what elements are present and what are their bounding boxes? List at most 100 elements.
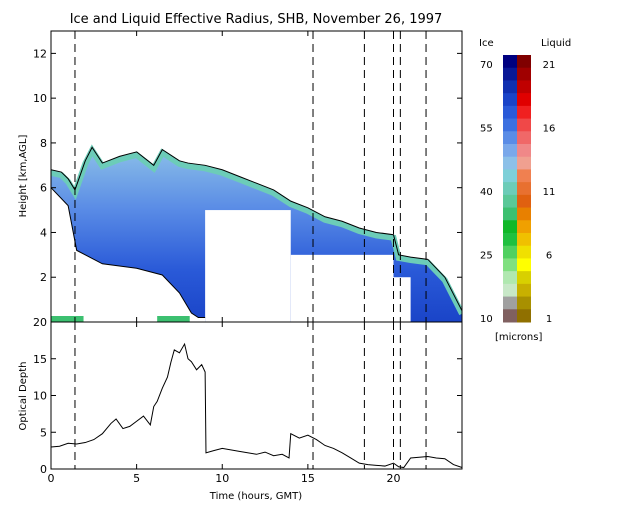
y-tick-label: 20 (33, 316, 47, 329)
bottom-panel-line: 0 5 10 15 20 0 5 10 15 20 Optical Depth Time (ho… (18, 316, 463, 502)
ice-swatch (503, 296, 517, 310)
bottom-dashed-lines (74, 322, 427, 469)
x-tick-label: 5 (133, 472, 140, 485)
ice-swatch (503, 233, 517, 247)
colorbar-ice-label: Ice (479, 38, 494, 49)
liquid-tick-label: 1 (546, 314, 552, 325)
colorbar-liquid-ticks: 21 16 11 6 1 (543, 60, 556, 325)
ice-swatch (503, 118, 517, 132)
liquid-swatch (517, 182, 531, 196)
y-tick-label: 2 (40, 271, 47, 284)
liquid-swatch (517, 144, 531, 158)
top-panel-heatmap: 2 4 6 8 10 12 Height [km,AGL] (18, 30, 463, 323)
top-y-axis-label: Height [km,AGL] (18, 135, 29, 218)
ice-tick-label: 10 (480, 314, 493, 325)
x-tick-label: 15 (301, 472, 315, 485)
ice-tick-label: 25 (480, 251, 493, 262)
ice-swatch (503, 156, 517, 170)
liquid-swatch (517, 93, 531, 107)
ice-swatch (503, 144, 517, 158)
colorbar-liquid-swatches (517, 55, 531, 323)
liquid-swatch (517, 169, 531, 183)
liquid-swatch (517, 207, 531, 221)
ice-tick-label: 40 (480, 187, 493, 198)
liquid-swatch (517, 80, 531, 94)
x-tick-label: 10 (215, 472, 229, 485)
cloud-top-outline (51, 146, 462, 312)
y-tick-label: 8 (40, 137, 47, 150)
y-tick-label: 10 (33, 390, 47, 403)
colorbar-ice-swatches (503, 55, 517, 323)
missing-data-region-2 (393, 277, 411, 322)
low-cloud-1 (157, 316, 190, 322)
ice-swatch (503, 207, 517, 221)
ice-swatch (503, 182, 517, 196)
liquid-swatch (517, 258, 531, 272)
liquid-swatch (517, 194, 531, 209)
ice-swatch (503, 169, 517, 183)
liquid-tick-label: 16 (543, 124, 556, 135)
cloud-base-outline (51, 187, 206, 319)
ice-swatch (503, 55, 517, 69)
y-tick-label: 10 (33, 92, 47, 105)
ice-swatch (503, 220, 517, 234)
liquid-swatch (517, 118, 531, 132)
ice-swatch (503, 245, 517, 259)
y-tick-label: 5 (40, 426, 47, 439)
ice-swatch (503, 67, 517, 81)
liquid-swatch (517, 309, 531, 323)
liquid-swatch (517, 283, 531, 298)
ice-swatch (503, 258, 517, 272)
liquid-swatch (517, 55, 531, 69)
ice-tick-label: 55 (480, 124, 493, 135)
liquid-swatch (517, 245, 531, 259)
bottom-y-axis-label: Optical Depth (18, 362, 29, 431)
optical-depth-line (50, 342, 463, 469)
top-y-ticks: 2 4 6 8 10 12 (33, 47, 462, 284)
ice-tick-label: 70 (480, 60, 493, 71)
x-tick-label: 0 (48, 472, 55, 485)
liquid-swatch (517, 220, 531, 234)
liquid-tick-label: 11 (543, 187, 556, 198)
ice-swatch (503, 105, 517, 120)
liquid-swatch (517, 105, 531, 120)
chart-title: Ice and Liquid Effective Radius, SHB, No… (70, 12, 443, 27)
liquid-swatch (517, 67, 531, 81)
liquid-swatch (517, 296, 531, 310)
liquid-tick-label: 21 (543, 60, 556, 71)
colorbar: Ice Liquid 70 55 40 25 10 21 16 11 6 1 [microns] (479, 38, 571, 343)
ice-swatch (503, 194, 517, 209)
top-dashed-lines (74, 31, 427, 322)
ice-swatch (503, 93, 517, 107)
liquid-swatch (517, 233, 531, 247)
liquid-swatch (517, 156, 531, 170)
colorbar-liquid-label: Liquid (541, 38, 571, 49)
liquid-tick-label: 6 (546, 251, 552, 262)
ice-swatch (503, 271, 517, 285)
x-axis-label: Time (hours, GMT) (209, 491, 303, 502)
liquid-swatch (517, 131, 531, 145)
y-tick-label: 15 (33, 353, 47, 366)
y-tick-label: 4 (40, 226, 47, 239)
y-tick-label: 6 (40, 182, 47, 195)
bottom-y-ticks: 0 5 10 15 20 (33, 316, 462, 476)
x-tick-label: 20 (387, 472, 401, 485)
liquid-swatch (517, 271, 531, 285)
ice-swatch (503, 131, 517, 145)
cloud-edge-band (51, 144, 462, 316)
low-cloud-0 (51, 316, 84, 322)
top-data-layer (51, 144, 462, 322)
ice-swatch (503, 283, 517, 298)
ice-swatch (503, 309, 517, 323)
missing-data-region-1 (290, 254, 394, 322)
y-tick-label: 0 (40, 463, 47, 476)
missing-data-region-0 (205, 210, 291, 322)
optical-depth-series (50, 342, 463, 469)
colorbar-ice-ticks: 70 55 40 25 10 (480, 60, 493, 325)
bottom-x-ticks: 0 5 10 15 20 (48, 322, 401, 485)
ice-swatch (503, 80, 517, 94)
y-tick-label: 12 (33, 47, 47, 60)
colorbar-units: [microns] (495, 332, 542, 343)
